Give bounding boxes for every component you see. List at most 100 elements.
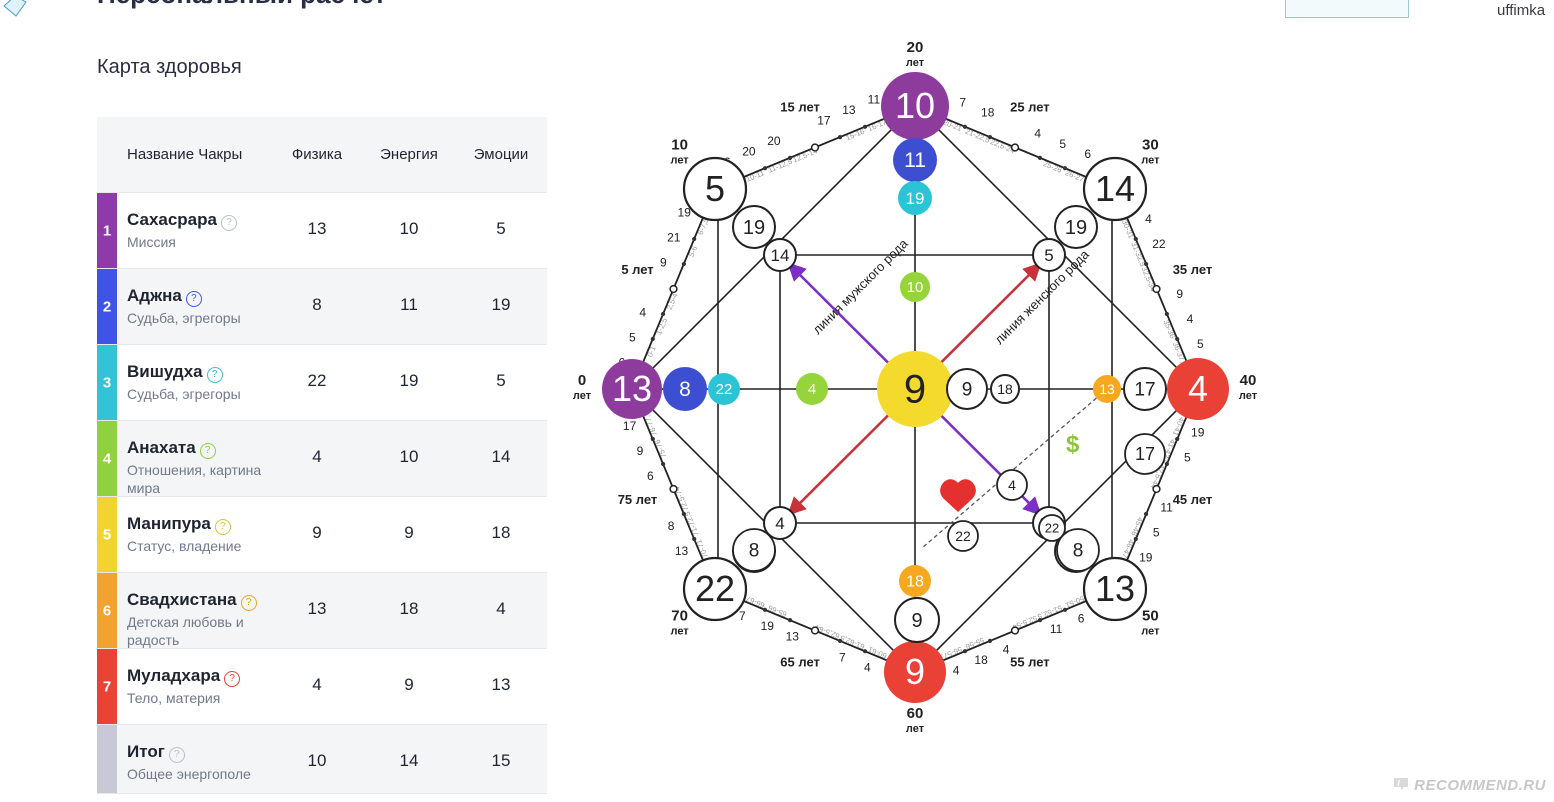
svg-text:6: 6 <box>647 469 654 483</box>
svg-text:лет: лет <box>906 723 925 735</box>
svg-text:18: 18 <box>997 381 1013 397</box>
svg-text:11: 11 <box>1160 501 1173 515</box>
svg-text:8: 8 <box>668 519 675 533</box>
svg-text:4: 4 <box>1187 312 1194 326</box>
svg-text:5: 5 <box>1197 337 1204 351</box>
svg-text:2,5-4: 2,5-4 <box>665 292 680 311</box>
svg-text:5 лет: 5 лет <box>621 262 653 277</box>
svg-text:25-26: 25-26 <box>1042 159 1063 175</box>
svg-text:10-11: 10-11 <box>745 168 766 184</box>
svg-text:13: 13 <box>675 544 689 558</box>
svg-text:11: 11 <box>904 149 926 172</box>
svg-text:40-41: 40-41 <box>1171 416 1187 437</box>
svg-text:15 лет: 15 лет <box>780 100 820 115</box>
svg-text:4: 4 <box>1008 477 1016 493</box>
svg-text:14: 14 <box>1095 168 1135 209</box>
svg-text:30-31: 30-31 <box>1120 218 1136 239</box>
svg-text:30: 30 <box>1142 137 1159 154</box>
svg-text:18: 18 <box>981 106 995 120</box>
svg-text:0: 0 <box>578 372 586 389</box>
svg-text:61-62,5: 61-62,5 <box>839 633 866 651</box>
svg-text:15-16: 15-16 <box>844 127 865 143</box>
svg-text:35-36: 35-36 <box>1162 318 1178 339</box>
svg-text:13: 13 <box>1099 381 1115 397</box>
svg-text:10: 10 <box>907 279 924 296</box>
svg-text:5: 5 <box>629 330 636 344</box>
svg-text:7: 7 <box>959 95 966 109</box>
svg-text:7: 7 <box>739 609 746 623</box>
svg-text:8: 8 <box>679 378 691 401</box>
svg-text:лет: лет <box>906 57 925 69</box>
svg-text:19: 19 <box>906 189 925 208</box>
svg-text:9: 9 <box>1176 287 1183 301</box>
svg-text:20: 20 <box>742 145 756 159</box>
svg-text:1-2,5: 1-2,5 <box>654 317 669 336</box>
svg-text:9: 9 <box>905 651 925 692</box>
svg-text:65-66: 65-66 <box>767 603 788 619</box>
svg-text:13: 13 <box>612 368 652 409</box>
svg-text:лет: лет <box>670 155 689 167</box>
svg-text:19: 19 <box>1191 426 1205 440</box>
svg-text:5: 5 <box>1059 137 1066 151</box>
svg-text:7: 7 <box>839 650 846 664</box>
svg-text:лет: лет <box>573 390 592 402</box>
svg-text:9: 9 <box>911 610 922 632</box>
svg-text:лет: лет <box>1141 155 1160 167</box>
svg-text:9: 9 <box>904 368 926 412</box>
svg-text:17: 17 <box>623 419 637 433</box>
svg-text:75 лет: 75 лет <box>618 492 658 507</box>
svg-text:20: 20 <box>907 39 924 56</box>
svg-text:22: 22 <box>955 528 971 544</box>
svg-text:4: 4 <box>1003 643 1010 657</box>
svg-text:5: 5 <box>1044 246 1053 265</box>
svg-text:70-71: 70-71 <box>694 538 710 559</box>
svg-text:65 лет: 65 лет <box>780 655 820 670</box>
svg-text:4: 4 <box>808 381 816 398</box>
svg-text:лет: лет <box>1141 625 1160 637</box>
svg-text:50-51: 50-51 <box>1064 594 1085 610</box>
svg-text:75-76: 75-76 <box>653 438 669 459</box>
svg-text:11: 11 <box>868 93 881 107</box>
svg-text:18: 18 <box>906 573 924 590</box>
svg-text:20: 20 <box>767 134 781 148</box>
svg-text:14: 14 <box>771 246 790 265</box>
svg-text:50: 50 <box>1142 607 1159 624</box>
svg-text:6: 6 <box>1078 612 1085 626</box>
svg-text:55-56: 55-56 <box>964 636 985 652</box>
svg-text:8: 8 <box>749 540 760 561</box>
svg-text:13: 13 <box>786 630 800 644</box>
svg-text:лет: лет <box>670 625 689 637</box>
svg-text:13: 13 <box>842 103 856 117</box>
svg-text:4: 4 <box>864 661 871 675</box>
svg-text:4: 4 <box>1145 212 1152 226</box>
svg-text:5: 5 <box>705 168 725 209</box>
svg-text:10: 10 <box>895 85 935 126</box>
svg-text:4: 4 <box>953 663 960 677</box>
svg-text:40: 40 <box>1240 372 1257 389</box>
svg-text:4: 4 <box>1034 126 1041 140</box>
svg-text:4: 4 <box>639 305 646 319</box>
svg-text:22: 22 <box>695 568 735 609</box>
svg-text:55 лет: 55 лет <box>1010 655 1050 670</box>
svg-text:22: 22 <box>716 381 733 398</box>
svg-text:лет: лет <box>1239 390 1258 402</box>
svg-text:9: 9 <box>637 444 644 458</box>
svg-text:10: 10 <box>671 137 688 154</box>
svg-text:60: 60 <box>907 705 924 722</box>
svg-text:22: 22 <box>1045 520 1059 535</box>
svg-text:4: 4 <box>775 514 784 533</box>
svg-text:22: 22 <box>1152 237 1166 251</box>
svg-text:5: 5 <box>1153 526 1160 540</box>
svg-text:21: 21 <box>667 230 681 244</box>
svg-text:19: 19 <box>761 619 775 633</box>
svg-text:9: 9 <box>660 255 667 269</box>
svg-text:17: 17 <box>1135 444 1155 464</box>
svg-text:11: 11 <box>1050 622 1063 636</box>
svg-text:21-22,5: 21-22,5 <box>964 127 991 145</box>
svg-text:19: 19 <box>743 217 765 239</box>
svg-text:5: 5 <box>1184 451 1191 465</box>
svg-text:60-61: 60-61 <box>867 645 888 661</box>
svg-text:17: 17 <box>817 113 831 127</box>
svg-text:5-6: 5-6 <box>687 245 700 259</box>
svg-text:17: 17 <box>1134 379 1155 400</box>
